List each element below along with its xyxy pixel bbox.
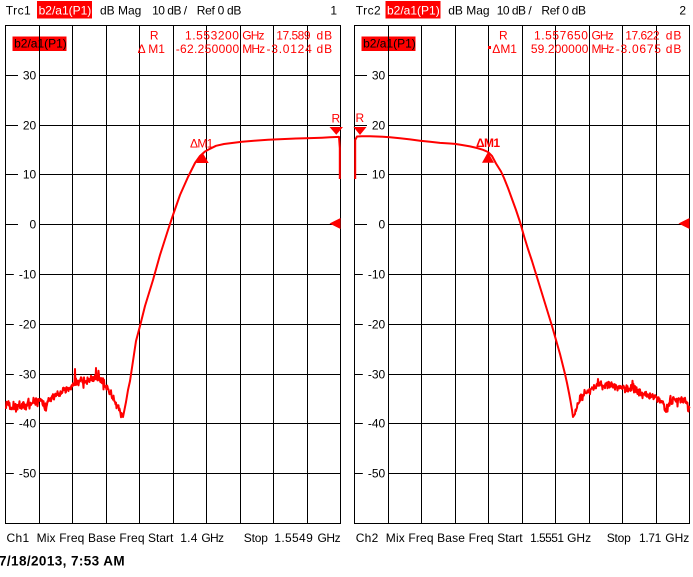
svg-text:1.71: 1.71: [639, 531, 662, 545]
svg-text:ΔM1: ΔM1: [492, 42, 517, 56]
svg-text:dB Mag: dB Mag: [448, 3, 489, 17]
svg-text:ΔM1: ΔM1: [190, 137, 214, 151]
svg-text:R: R: [332, 112, 341, 126]
svg-text:1.557650: 1.557650: [534, 29, 588, 43]
svg-text:Mix Freq Base Freq: Mix Freq Base Freq: [386, 531, 494, 545]
svg-text:Trc2: Trc2: [356, 3, 381, 17]
svg-text:b2/a1(P1): b2/a1(P1): [14, 36, 67, 50]
svg-text:10: 10: [23, 168, 37, 182]
svg-text:-20: -20: [19, 318, 37, 332]
svg-text:R: R: [499, 29, 508, 43]
svg-text:10 dB /: 10 dB /: [152, 3, 188, 17]
svg-text:dB: dB: [666, 42, 683, 56]
svg-text:30: 30: [23, 69, 37, 83]
svg-text:1.4: 1.4: [180, 531, 198, 545]
svg-text:Start: Start: [148, 531, 174, 545]
svg-text:-3.0675: -3.0675: [616, 42, 662, 56]
svg-text:Ref 0 dB: Ref 0 dB: [541, 3, 586, 17]
svg-text:Start: Start: [497, 531, 523, 545]
svg-text:10 dB /: 10 dB /: [497, 3, 533, 17]
svg-text:-50: -50: [19, 467, 37, 481]
svg-text:-30: -30: [368, 368, 386, 382]
svg-text:Stop: Stop: [244, 531, 268, 545]
svg-text:GHz: GHz: [567, 531, 591, 545]
svg-text:-40: -40: [19, 417, 37, 431]
svg-text:20: 20: [372, 119, 386, 133]
svg-text:-10: -10: [19, 268, 37, 282]
svg-text:Stop: Stop: [607, 531, 631, 545]
svg-text:GHz: GHz: [592, 29, 614, 43]
svg-text:dB: dB: [317, 29, 334, 43]
svg-text:GHz: GHz: [318, 531, 341, 545]
svg-text:17.622: 17.622: [625, 29, 660, 43]
svg-text:59.200000: 59.200000: [531, 42, 589, 56]
svg-text:Ref 0 dB: Ref 0 dB: [197, 3, 242, 17]
svg-text:20: 20: [23, 119, 37, 133]
svg-text:7/18/2013, 7:53 AM: 7/18/2013, 7:53 AM: [0, 554, 125, 569]
svg-text:ΔM1: ΔM1: [476, 136, 500, 150]
svg-text:Mix Freq Base Freq: Mix Freq Base Freq: [37, 531, 145, 545]
svg-text:1.5549: 1.5549: [274, 531, 313, 545]
svg-text:1.553200: 1.553200: [185, 29, 239, 43]
svg-text:-3.0124: -3.0124: [267, 42, 313, 56]
svg-text:-30: -30: [19, 368, 37, 382]
svg-text:dB: dB: [317, 42, 334, 56]
svg-text:MHz: MHz: [592, 42, 615, 56]
svg-text:10: 10: [372, 168, 386, 182]
svg-text:GHz: GHz: [242, 29, 264, 43]
svg-text:MHz: MHz: [242, 42, 265, 56]
svg-text:dB Mag: dB Mag: [100, 3, 141, 17]
svg-text:0: 0: [30, 218, 37, 232]
svg-text:1: 1: [330, 3, 337, 17]
svg-text:GHz: GHz: [201, 531, 224, 545]
svg-text:b2/a1(P1): b2/a1(P1): [39, 3, 92, 17]
svg-text:30: 30: [372, 69, 386, 83]
svg-text:dB: dB: [666, 29, 683, 43]
svg-text:2: 2: [679, 3, 686, 17]
svg-text:1.5551: 1.5551: [530, 531, 564, 545]
svg-text:0: 0: [379, 218, 386, 232]
svg-text:Ch1: Ch1: [7, 531, 30, 545]
svg-text:Δ M1: Δ M1: [138, 42, 166, 56]
svg-text:-62.250000: -62.250000: [176, 42, 240, 56]
svg-text:-10: -10: [368, 268, 386, 282]
svg-text:Ch2: Ch2: [356, 531, 379, 545]
svg-text:17.589: 17.589: [276, 29, 311, 43]
svg-text:Trc1: Trc1: [6, 3, 31, 17]
svg-text:-20: -20: [368, 318, 386, 332]
svg-text:R: R: [150, 29, 159, 43]
svg-text:b2/a1(P1): b2/a1(P1): [387, 3, 440, 17]
svg-text:b2/a1(P1): b2/a1(P1): [363, 36, 416, 50]
svg-text:GHz: GHz: [665, 531, 689, 545]
svg-text:R: R: [356, 111, 365, 125]
svg-text:-40: -40: [368, 417, 386, 431]
svg-text:-50: -50: [368, 467, 386, 481]
